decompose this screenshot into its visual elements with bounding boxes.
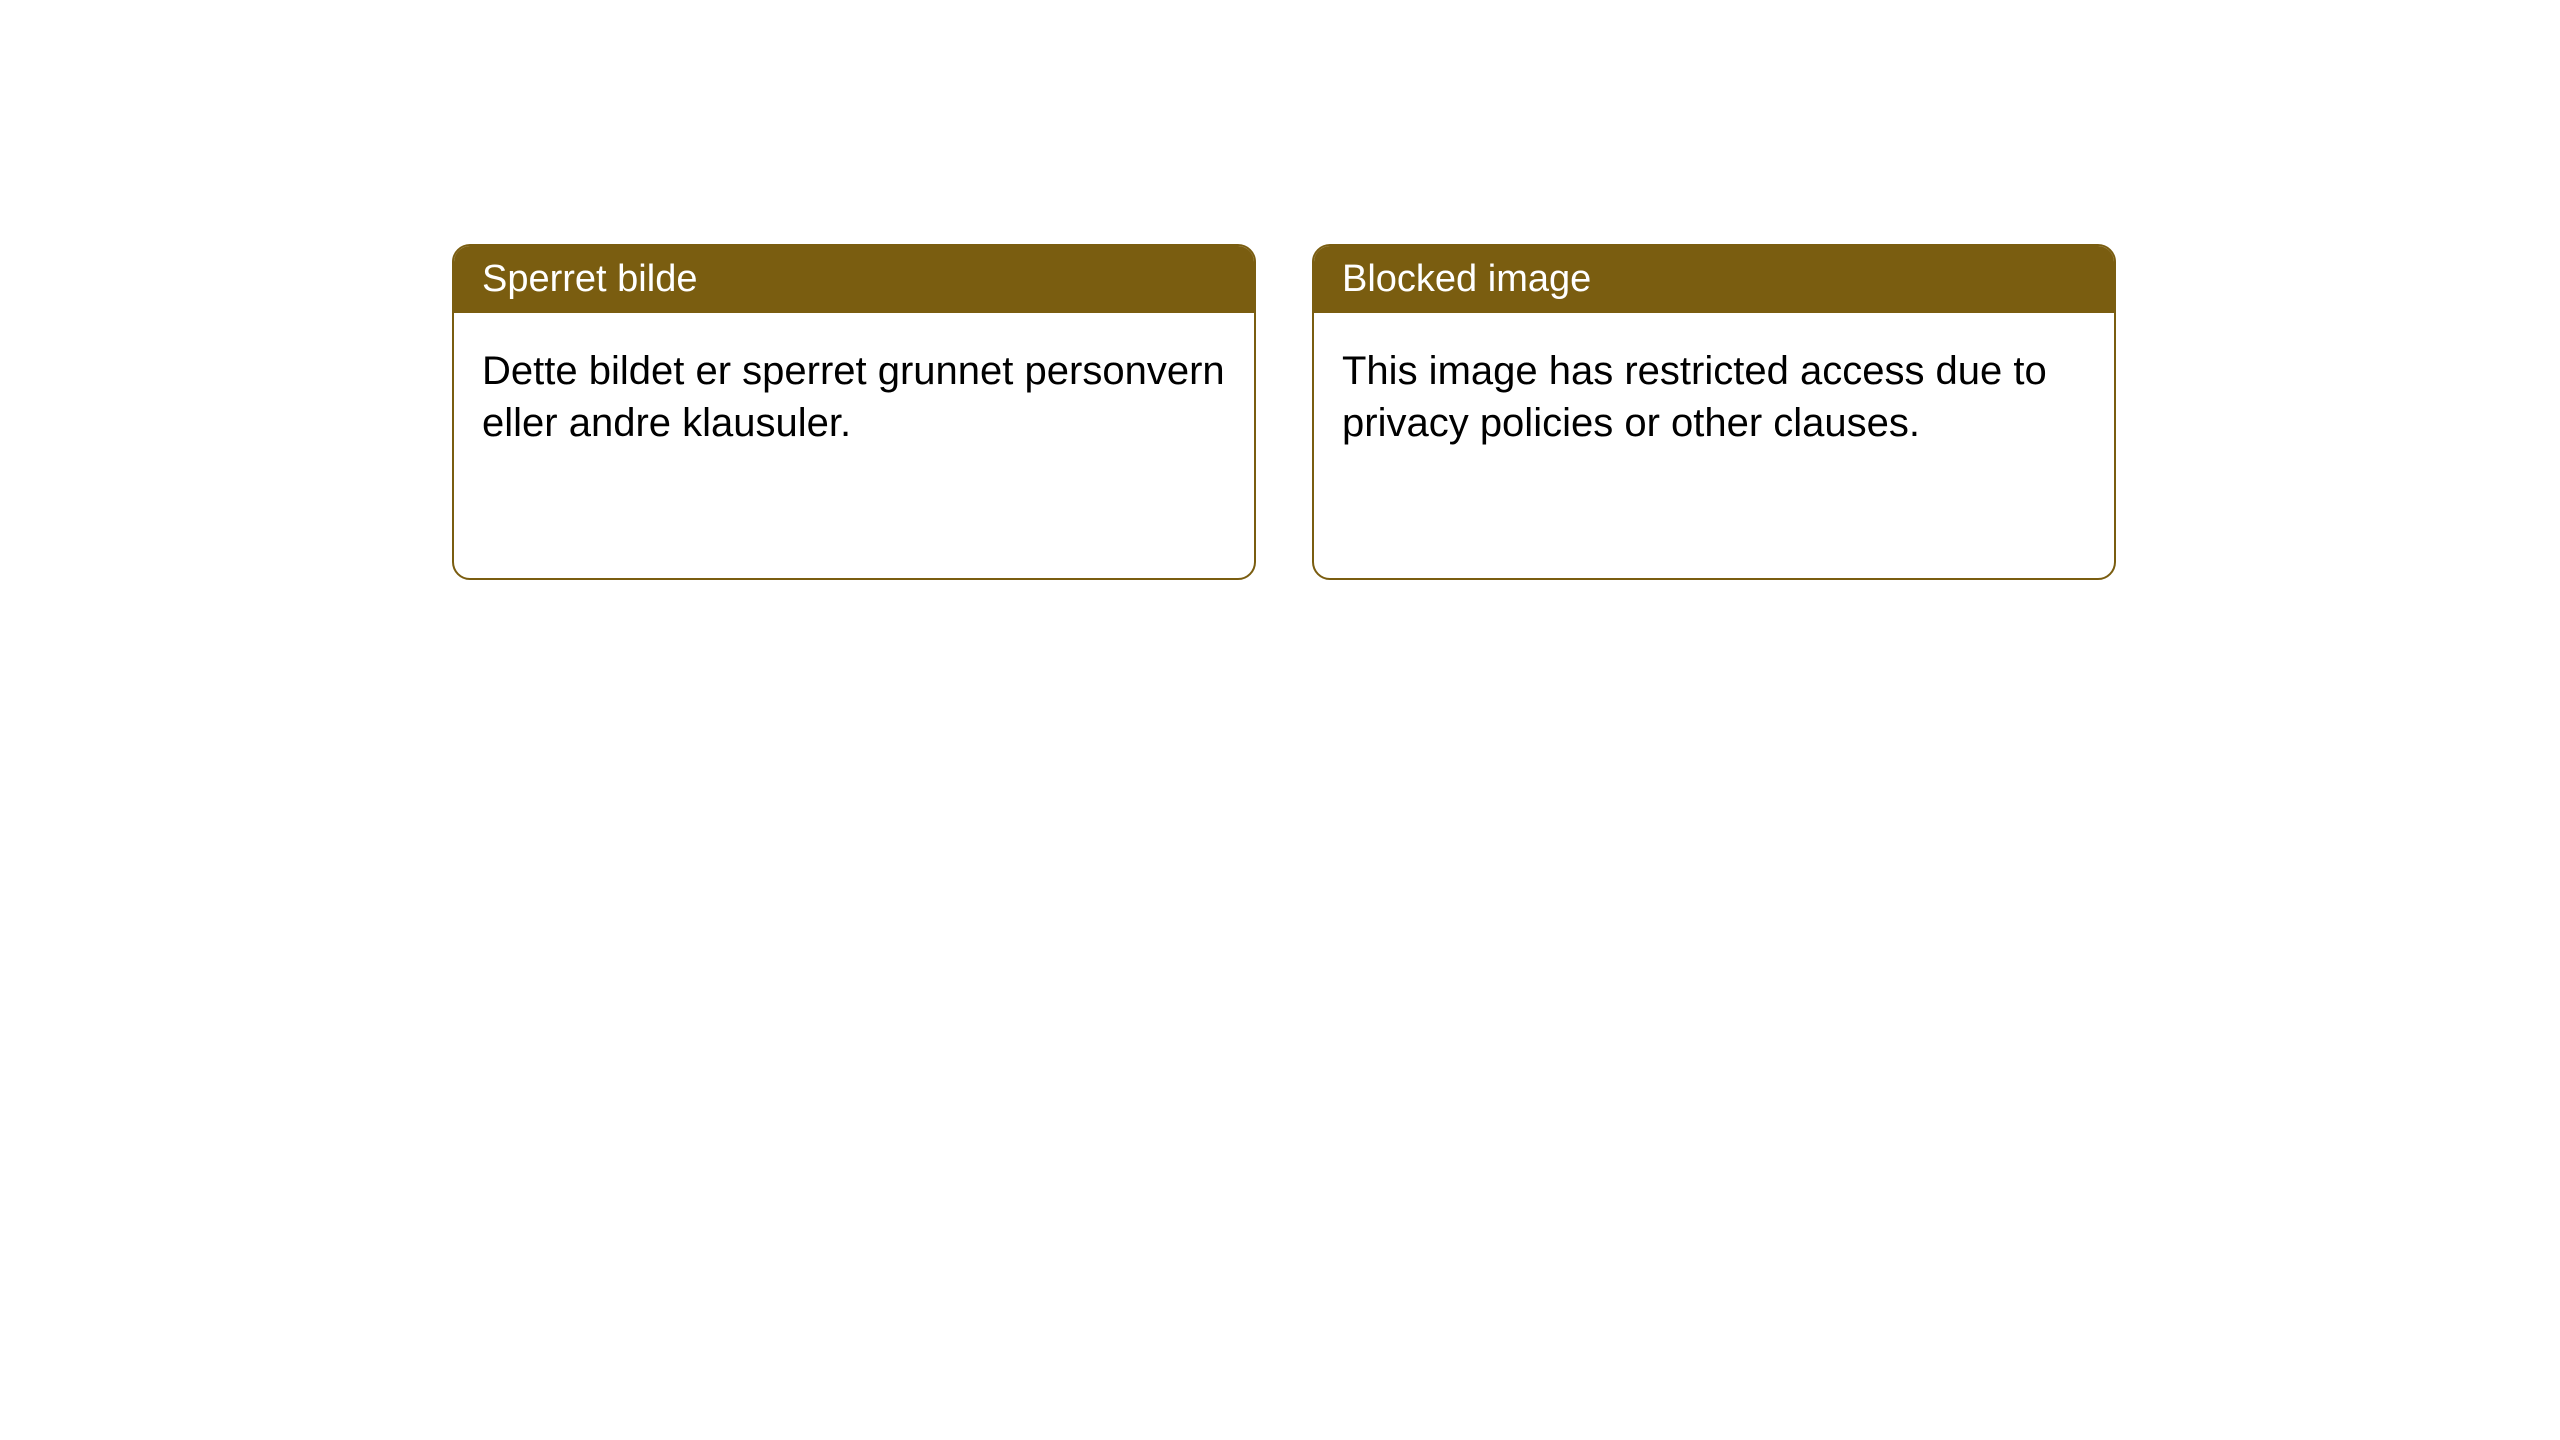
card-title: Blocked image bbox=[1342, 258, 1591, 300]
card-body-text: This image has restricted access due to … bbox=[1342, 349, 2047, 445]
card-body: Dette bildet er sperret grunnet personve… bbox=[454, 313, 1254, 481]
card-body: This image has restricted access due to … bbox=[1314, 313, 2114, 481]
card-body-text: Dette bildet er sperret grunnet personve… bbox=[482, 349, 1225, 445]
card-title: Sperret bilde bbox=[482, 258, 697, 300]
notice-card-norwegian: Sperret bilde Dette bildet er sperret gr… bbox=[452, 244, 1256, 580]
notice-container: Sperret bilde Dette bildet er sperret gr… bbox=[0, 0, 2560, 580]
notice-card-english: Blocked image This image has restricted … bbox=[1312, 244, 2116, 580]
card-header: Blocked image bbox=[1314, 246, 2114, 313]
card-header: Sperret bilde bbox=[454, 246, 1254, 313]
